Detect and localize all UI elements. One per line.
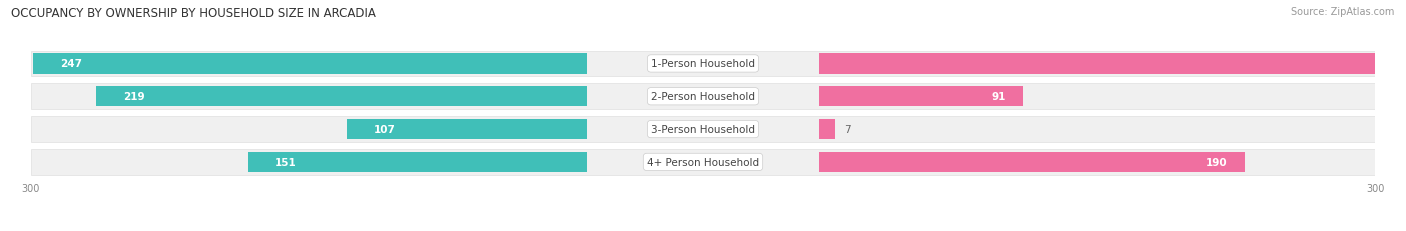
Text: Source: ZipAtlas.com: Source: ZipAtlas.com <box>1291 7 1395 17</box>
Bar <box>31 117 1375 142</box>
Text: 247: 247 <box>60 59 82 69</box>
Bar <box>820 87 1024 107</box>
Bar <box>31 84 1375 109</box>
Bar <box>820 152 1246 172</box>
Bar <box>96 87 586 107</box>
Bar <box>31 52 1375 77</box>
Text: 151: 151 <box>276 157 297 167</box>
Text: 3-Person Household: 3-Person Household <box>651 125 755 134</box>
Bar <box>820 119 835 140</box>
Bar <box>820 54 1406 74</box>
Bar <box>249 152 586 172</box>
Text: OCCUPANCY BY OWNERSHIP BY HOUSEHOLD SIZE IN ARCADIA: OCCUPANCY BY OWNERSHIP BY HOUSEHOLD SIZE… <box>11 7 377 20</box>
Text: 190: 190 <box>1205 157 1227 167</box>
Text: 7: 7 <box>844 125 851 134</box>
Text: 91: 91 <box>991 92 1005 102</box>
Text: 4+ Person Household: 4+ Person Household <box>647 157 759 167</box>
Bar <box>31 149 1375 175</box>
Text: 107: 107 <box>374 125 395 134</box>
Bar <box>34 54 586 74</box>
Text: 219: 219 <box>122 92 145 102</box>
Text: 2-Person Household: 2-Person Household <box>651 92 755 102</box>
Text: 1-Person Household: 1-Person Household <box>651 59 755 69</box>
Bar <box>347 119 586 140</box>
